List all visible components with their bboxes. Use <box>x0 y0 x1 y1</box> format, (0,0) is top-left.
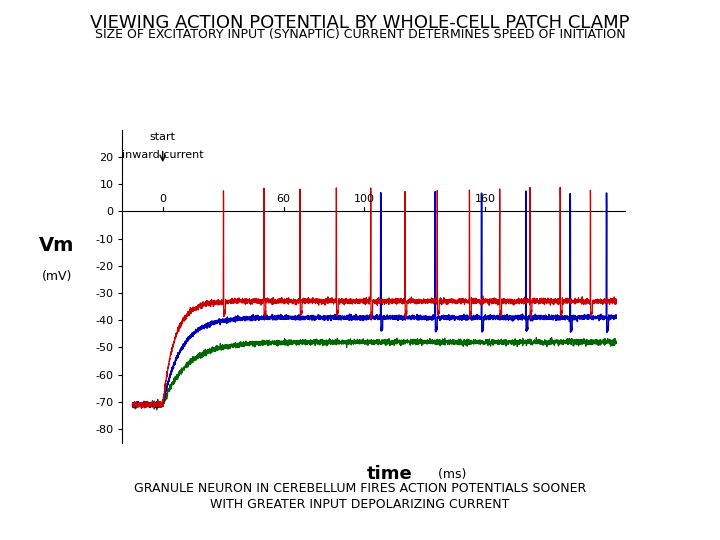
Text: GRANULE NEURON IN CEREBELLUM FIRES ACTION POTENTIALS SOONER: GRANULE NEURON IN CEREBELLUM FIRES ACTIO… <box>134 482 586 495</box>
Text: time: time <box>366 465 413 483</box>
Text: 160: 160 <box>474 194 496 205</box>
Text: (mV): (mV) <box>42 271 72 284</box>
Text: (ms): (ms) <box>434 468 466 481</box>
Text: SIZE OF EXCITATORY INPUT (SYNAPTIC) CURRENT DETERMINES SPEED OF INITIATION: SIZE OF EXCITATORY INPUT (SYNAPTIC) CURR… <box>95 28 625 41</box>
Text: inward current: inward current <box>122 150 204 160</box>
Text: VIEWING ACTION POTENTIAL BY WHOLE-CELL PATCH CLAMP: VIEWING ACTION POTENTIAL BY WHOLE-CELL P… <box>90 14 630 31</box>
Text: 0: 0 <box>159 194 166 205</box>
Text: start: start <box>150 132 176 142</box>
Text: Vm: Vm <box>39 236 75 255</box>
Text: WITH GREATER INPUT DEPOLARIZING CURRENT: WITH GREATER INPUT DEPOLARIZING CURRENT <box>210 498 510 511</box>
Text: 60: 60 <box>276 194 291 205</box>
Text: 100: 100 <box>354 194 375 205</box>
